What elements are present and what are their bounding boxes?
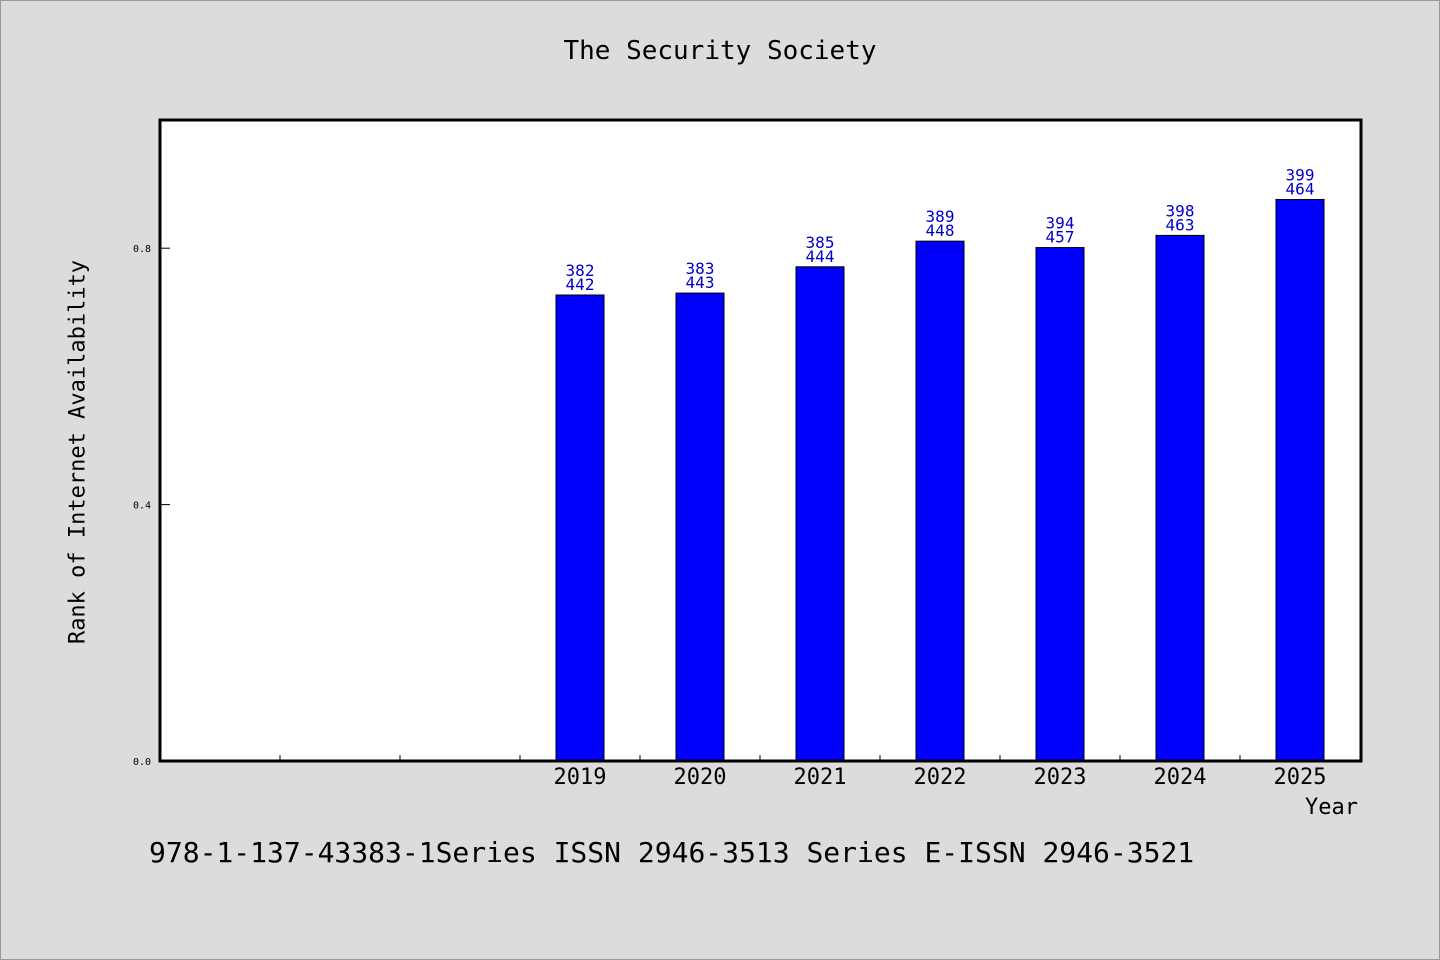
bar [795, 266, 845, 762]
bars-layer [555, 198, 1325, 762]
bar [1155, 234, 1205, 762]
data-label-top: 398 [1166, 201, 1195, 220]
bar [675, 292, 725, 762]
data-label-bottom: 464 [1286, 179, 1315, 198]
data-label-top: 382 [566, 261, 595, 280]
data-label-top: 394 [1046, 214, 1075, 233]
x-tick-label: 2025 [1274, 765, 1327, 790]
x-tick-label: 2023 [1034, 765, 1087, 790]
data-label-top: 385 [806, 233, 835, 252]
bar [1275, 198, 1325, 762]
data-label-bottom: 448 [926, 221, 955, 240]
data-label-top: 383 [686, 259, 715, 278]
bar [1035, 247, 1085, 762]
x-tick-label: 2024 [1154, 765, 1207, 790]
data-label-bottom: 442 [566, 275, 595, 294]
x-axis-label: Year [1305, 795, 1358, 820]
x-tick-label: 2021 [794, 765, 847, 790]
y-tick-label: 0.4 [133, 501, 151, 512]
plot-border [158, 118, 1363, 763]
footer-text: 978-1-137-43383-1Series ISSN 2946-3513 S… [149, 836, 1195, 869]
chart-title: The Security Society [563, 36, 877, 66]
x-tick-label: 2022 [914, 765, 967, 790]
data-label-bottom: 457 [1046, 228, 1075, 247]
x-tick-label: 2020 [674, 765, 727, 790]
data-label-bottom: 463 [1166, 215, 1195, 234]
y-tick-label: 0.0 [133, 757, 151, 768]
y-tick-label: 0.8 [133, 244, 151, 255]
data-label-top: 389 [926, 207, 955, 226]
data-label-bottom: 443 [686, 273, 715, 292]
x-tick-label: 2019 [554, 765, 607, 790]
bar [915, 240, 965, 762]
bar [555, 294, 605, 762]
data-label-top: 399 [1286, 165, 1315, 184]
data-label-bottom: 444 [806, 247, 835, 266]
